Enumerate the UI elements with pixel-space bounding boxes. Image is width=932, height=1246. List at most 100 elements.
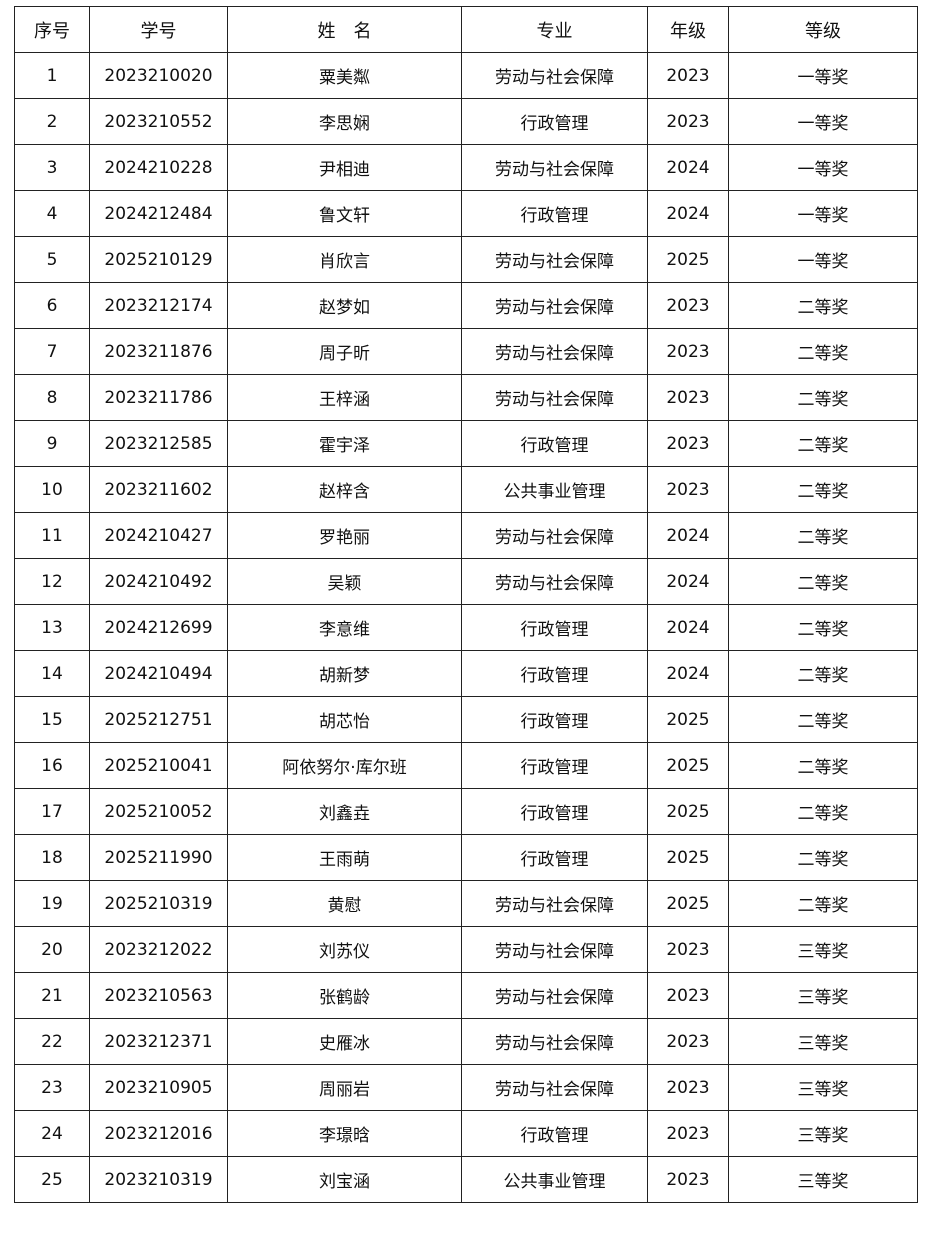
table-cell: 2023210905: [89, 1064, 228, 1111]
header-cell: 专业: [461, 6, 648, 53]
table-cell: 2024: [647, 144, 729, 191]
table-cell: 9: [14, 420, 90, 467]
table-cell: 2024210494: [89, 650, 228, 697]
table-cell: 行政管理: [461, 650, 648, 697]
table-cell: 三等奖: [728, 1018, 918, 1065]
table-row: 14 2024210494 胡新梦 行政管理 2024 二等奖: [14, 650, 918, 697]
table-cell: 2023210319: [89, 1156, 228, 1203]
table-cell: 尹相迪: [227, 144, 462, 191]
table-row: 21 2023210563 张鹤龄 劳动与社会保障 2023 三等奖: [14, 972, 918, 1019]
table-cell: 三等奖: [728, 1064, 918, 1111]
table-cell: 2024: [647, 650, 729, 697]
table-cell: 23: [14, 1064, 90, 1111]
table-row: 19 2025210319 黄慰 劳动与社会保障 2025 二等奖: [14, 880, 918, 927]
table-row: 16 2025210041 阿依努尔·库尔班 行政管理 2025 二等奖: [14, 742, 918, 789]
table-cell: 二等奖: [728, 788, 918, 835]
table-cell: 三等奖: [728, 1156, 918, 1203]
table-cell: 2024210492: [89, 558, 228, 605]
table-cell: 粟美粼: [227, 52, 462, 99]
table-row: 6 2023212174 赵梦如 劳动与社会保障 2023 二等奖: [14, 282, 918, 329]
table-cell: 2023212371: [89, 1018, 228, 1065]
table-cell: 行政管理: [461, 98, 648, 145]
table-cell: 黄慰: [227, 880, 462, 927]
table-cell: 赵梓含: [227, 466, 462, 513]
table-cell: 2024: [647, 190, 729, 237]
table-cell: 2023: [647, 98, 729, 145]
table-row: 12 2024210492 吴颖 劳动与社会保障 2024 二等奖: [14, 558, 918, 605]
table-cell: 2: [14, 98, 90, 145]
table-cell: 二等奖: [728, 282, 918, 329]
table-cell: 2023212016: [89, 1110, 228, 1157]
table-cell: 行政管理: [461, 190, 648, 237]
table-cell: 公共事业管理: [461, 1156, 648, 1203]
table-cell: 周子昕: [227, 328, 462, 375]
table-cell: 7: [14, 328, 90, 375]
table-cell: 二等奖: [728, 880, 918, 927]
table-cell: 吴颖: [227, 558, 462, 605]
table-cell: 2024: [647, 512, 729, 559]
header-cell: 序号: [14, 6, 90, 53]
table-cell: 1: [14, 52, 90, 99]
table-cell: 史雁冰: [227, 1018, 462, 1065]
table-cell: 2025210319: [89, 880, 228, 927]
table-cell: 一等奖: [728, 144, 918, 191]
table-cell: 18: [14, 834, 90, 881]
table-cell: 2023: [647, 1110, 729, 1157]
table-cell: 2023: [647, 282, 729, 329]
table-cell: 2023: [647, 1064, 729, 1111]
table-cell: 刘鑫垚: [227, 788, 462, 835]
table-cell: 2025211990: [89, 834, 228, 881]
table-cell: 2023212022: [89, 926, 228, 973]
table-row: 9 2023212585 霍宇泽 行政管理 2023 二等奖: [14, 420, 918, 467]
table-cell: 4: [14, 190, 90, 237]
table-cell: 2025: [647, 696, 729, 743]
table-cell: 2024: [647, 558, 729, 605]
table-cell: 11: [14, 512, 90, 559]
table-cell: 2023211602: [89, 466, 228, 513]
table-cell: 2023: [647, 374, 729, 421]
table-cell: 鲁文轩: [227, 190, 462, 237]
table-cell: 17: [14, 788, 90, 835]
table-cell: 胡新梦: [227, 650, 462, 697]
table-cell: 19: [14, 880, 90, 927]
table-cell: 21: [14, 972, 90, 1019]
table-cell: 24: [14, 1110, 90, 1157]
table-cell: 2024212484: [89, 190, 228, 237]
award-table: 序号 学号姓 名专业 年级 等级 1 2023210020 粟美粼 劳动与社会保障 2023 一…: [14, 6, 918, 1203]
table-row: 15 2025212751 胡芯怡 行政管理 2025 二等奖: [14, 696, 918, 743]
header-cell: 等级: [728, 6, 918, 53]
table-cell: 行政管理: [461, 1110, 648, 1157]
table-cell: 二等奖: [728, 742, 918, 789]
table-row: 7 2023211876 周子昕 劳动与社会保障 2023 二等奖: [14, 328, 918, 375]
table-cell: 劳动与社会保障: [461, 558, 648, 605]
table-cell: 2024210228: [89, 144, 228, 191]
table-cell: 2023: [647, 972, 729, 1019]
table-cell: 2024212699: [89, 604, 228, 651]
table-cell: 2023: [647, 1018, 729, 1065]
table-cell: 2023212585: [89, 420, 228, 467]
table-cell: 12: [14, 558, 90, 605]
table-row: 11 2024210427 罗艳丽 劳动与社会保障 2024 二等奖: [14, 512, 918, 559]
table-cell: 2023212174: [89, 282, 228, 329]
table-cell: 2025: [647, 834, 729, 881]
table-cell: 6: [14, 282, 90, 329]
table-cell: 李意维: [227, 604, 462, 651]
table-cell: 二等奖: [728, 696, 918, 743]
table-cell: 三等奖: [728, 926, 918, 973]
table-cell: 行政管理: [461, 696, 648, 743]
table-cell: 2025: [647, 788, 729, 835]
table-cell: 二等奖: [728, 374, 918, 421]
table-cell: 行政管理: [461, 420, 648, 467]
table-cell: 2025: [647, 880, 729, 927]
header-row: 序号 学号姓 名专业 年级 等级: [14, 6, 918, 53]
table-cell: 行政管理: [461, 604, 648, 651]
table-cell: 2023: [647, 52, 729, 99]
table-cell: 刘苏仪: [227, 926, 462, 973]
table-row: 20 2023212022 刘苏仪 劳动与社会保障 2023 三等奖: [14, 926, 918, 973]
table-cell: 行政管理: [461, 788, 648, 835]
table-cell: 2025210129: [89, 236, 228, 283]
table-cell: 劳动与社会保障: [461, 374, 648, 421]
table-cell: 李思娴: [227, 98, 462, 145]
table-cell: 劳动与社会保障: [461, 52, 648, 99]
